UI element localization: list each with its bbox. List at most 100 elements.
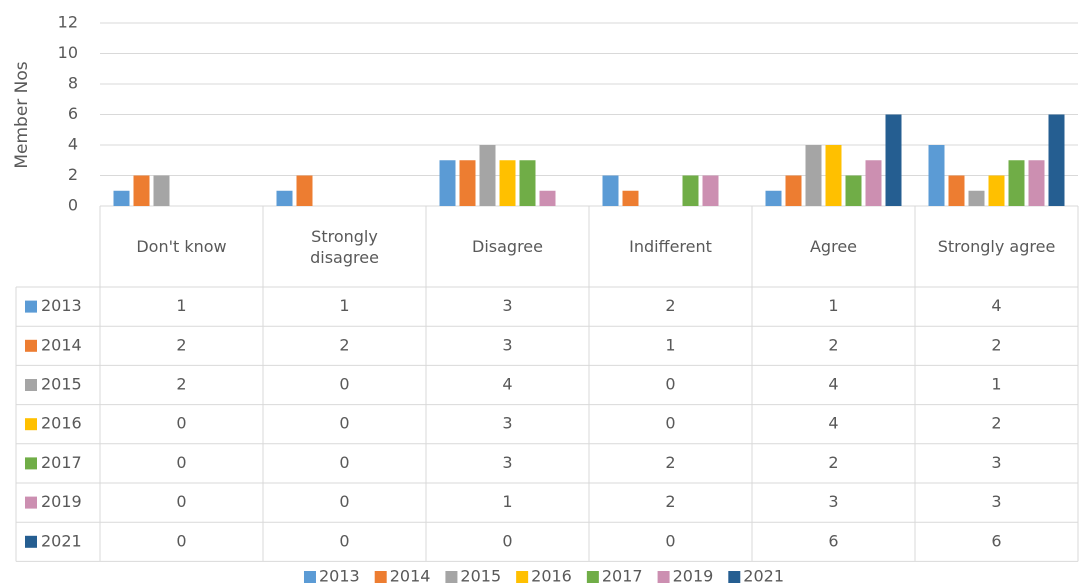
bar [988,175,1005,206]
row-label: 2017 [41,453,82,472]
table-cell: 3 [502,296,512,315]
bar [702,175,719,206]
legend-label: 2013 [319,567,360,583]
legend: 2013 2014 2015 2016 2017 2019 2021 [303,567,784,583]
table-cell: 2 [828,453,838,472]
category-cell: Agree [809,237,857,256]
x-tick-label: Don't know [136,237,227,256]
x-tick-label: Agree [809,237,857,256]
table-cell: 0 [665,414,675,433]
table-cell: 4 [828,414,838,433]
bar [1048,114,1065,206]
table-cell: 3 [828,492,838,511]
table-cell: 1 [828,296,838,315]
legend-key [25,339,37,352]
legend-label: 2014 [390,567,431,583]
legend-key [25,300,37,313]
x-tick-label: Strongly disagree [310,226,379,267]
bar [948,175,965,206]
table-cell: 1 [502,492,512,511]
table-cell: 0 [665,375,675,394]
table-cell: 0 [339,414,349,433]
legend-label: 2021 [743,567,784,583]
y-tick-label: 6 [68,104,78,123]
row-label: 2013 [41,296,82,315]
table-cell: 4 [502,375,512,394]
table-cell: 2 [339,335,349,354]
row-label: 2021 [41,531,82,550]
legend-label: 2015 [460,567,501,583]
bar [519,160,536,206]
legend-label: 2019 [673,567,714,583]
y-tick-label: 8 [68,74,78,93]
bar [1008,160,1025,206]
bar [296,175,313,206]
table-cell: 3 [502,453,512,472]
legend-key [657,571,670,583]
category-cell: Strongly agree [937,237,1056,256]
bar [499,160,516,206]
legend-key [25,457,37,470]
row-label: 2016 [41,414,82,433]
legend-label: 2017 [602,567,643,583]
x-tick-label: Indifferent [629,237,712,256]
y-tick-label: 10 [58,43,78,62]
table-cell: 0 [339,531,349,550]
table-cell: 0 [339,453,349,472]
bar [865,160,882,206]
y-tick-label: 0 [68,196,78,215]
row-label: 2019 [41,492,82,511]
legend-key [25,535,37,548]
table-cell: 1 [665,335,675,354]
bar [825,145,842,206]
bar [602,175,619,206]
bar [479,145,496,206]
legend-key [728,571,741,583]
table-cell: 0 [339,375,349,394]
y-tick-label: 12 [58,13,78,32]
category-cell: Disagree [472,237,543,256]
category-cell: Indifferent [629,237,712,256]
category-cell: Don't know [136,237,227,256]
category-cell: Strongly disagree [310,226,379,267]
bar [845,175,862,206]
table-cell: 2 [665,296,675,315]
bar [539,190,556,206]
table-cell: 2 [176,335,186,354]
x-tick-label: Strongly agree [937,237,1056,256]
bar [1028,160,1045,206]
legend-key [303,571,316,583]
y-tick-label: 2 [68,165,78,184]
legend-key [374,571,387,583]
table-cell: 3 [991,492,1001,511]
table-cell: 0 [176,531,186,550]
bar [785,175,802,206]
bar [439,160,456,206]
bar [459,160,476,206]
legend-key [25,496,37,509]
y-tick-label: 4 [68,135,78,154]
legend-key [586,571,599,583]
bar [133,175,150,206]
table-cell: 4 [828,375,838,394]
table-cell: 3 [502,335,512,354]
bar [113,190,130,206]
row-label: 2014 [41,335,82,354]
legend-key [25,418,37,431]
bar [885,114,902,206]
table-cell: 3 [502,414,512,433]
table-cell: 0 [502,531,512,550]
bar [968,190,985,206]
table-cell: 4 [991,296,1001,315]
bar [682,175,699,206]
table-cell: 2 [828,335,838,354]
table-cell: 3 [991,453,1001,472]
table-cell: 2 [991,414,1001,433]
table-cell: 0 [339,492,349,511]
bar [928,145,945,206]
legend-key [445,571,458,583]
x-tick-label: Disagree [472,237,543,256]
table-cell: 2 [665,453,675,472]
y-axis-label: Member Nos [12,61,32,168]
